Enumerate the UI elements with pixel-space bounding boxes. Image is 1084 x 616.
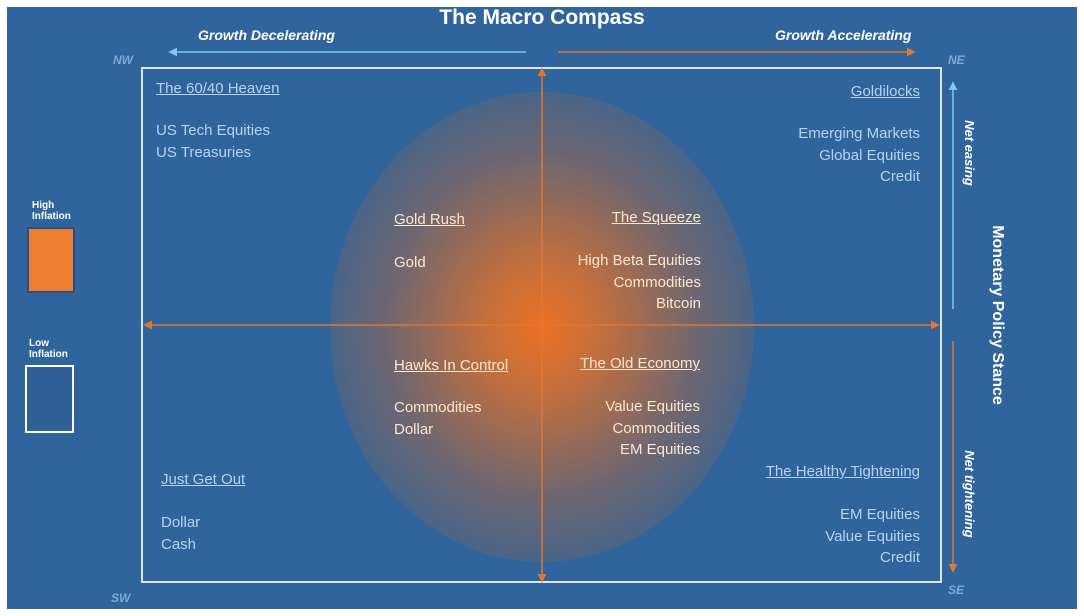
list-item: EM Equities	[619, 441, 700, 458]
list-item: Value Equities	[825, 527, 920, 545]
diagram-title: The Macro Compass	[439, 7, 645, 29]
legend-low-inflation-swatch	[25, 365, 74, 433]
monetary-policy-stance-label: Monetary Policy Stance	[989, 225, 1006, 405]
list-item: Commodities	[612, 419, 700, 437]
quadrant-nw-outer-list: US Tech Equities US Treasuries	[156, 120, 270, 163]
net-easing-label: Net easing	[962, 120, 977, 186]
list-item: US Treasuries	[156, 143, 252, 161]
list-item: Value Equities	[605, 398, 700, 415]
list-item: EM Equities	[839, 506, 920, 523]
legend-high-inflation-swatch	[27, 227, 75, 293]
quadrant-nw-outer-title: The 60/40 Heaven	[156, 80, 280, 97]
quadrant-se-outer-list: EM Equities Value Equities Credit	[825, 504, 920, 569]
list-item: Bitcoin	[655, 295, 701, 312]
list-item: Commodities	[394, 399, 482, 416]
quadrant-se-outer-title: The Healthy Tightening	[765, 463, 920, 480]
quadrant-se-inner-title: The Old Economy	[579, 355, 700, 372]
growth-decelerating-label: Growth Decelerating	[198, 27, 335, 43]
list-item: Dollar	[394, 420, 434, 438]
list-item: Dollar	[161, 514, 201, 531]
quadrant-ne-outer-list: Emerging Markets Global Equities Credit	[798, 123, 920, 188]
list-item: High Beta Equities	[577, 252, 701, 269]
list-item: Credit	[879, 168, 920, 185]
list-item: Global Equities	[819, 146, 920, 164]
quadrant-sw-outer-list: Dollar Cash	[161, 512, 200, 555]
list-item: US Tech Equities	[156, 122, 270, 139]
quadrant-ne-outer-title: Goldilocks	[850, 83, 920, 100]
legend-low-inflation-label: Low Inflation	[29, 338, 68, 360]
list-item: Gold	[394, 254, 426, 271]
macro-compass-diagram: The Macro Compass Growth Decelerating Gr…	[7, 7, 1077, 609]
list-item: Commodities	[613, 273, 701, 291]
quadrant-se-inner-list: Value Equities Commodities EM Equities	[605, 396, 700, 461]
list-item: Emerging Markets	[798, 125, 920, 142]
quadrant-sw-inner-list: Commodities Dollar	[394, 397, 482, 440]
corner-nw-label: NW	[113, 53, 133, 67]
corner-ne-label: NE	[948, 53, 965, 67]
quadrant-sw-inner-title: Hawks In Control	[394, 357, 509, 374]
corner-sw-label: SW	[111, 591, 131, 605]
quadrant-sw-outer-title: Just Get Out	[161, 471, 246, 488]
list-item: Cash	[161, 535, 197, 553]
legend-high-inflation-label: High Inflation	[32, 200, 71, 222]
quadrant-nw-inner-title: Gold Rush	[394, 211, 465, 228]
list-item: Credit	[879, 549, 920, 566]
net-tightening-label: Net tightening	[962, 450, 977, 538]
corner-se-label: SE	[948, 583, 965, 597]
growth-accelerating-label: Growth Accelerating	[775, 27, 912, 43]
arrows-layer	[143, 47, 958, 583]
quadrant-ne-inner-list: High Beta Equities Commodities Bitcoin	[578, 250, 701, 315]
quadrant-nw-inner-list: Gold	[394, 252, 426, 274]
quadrant-ne-inner-title: The Squeeze	[611, 209, 701, 226]
